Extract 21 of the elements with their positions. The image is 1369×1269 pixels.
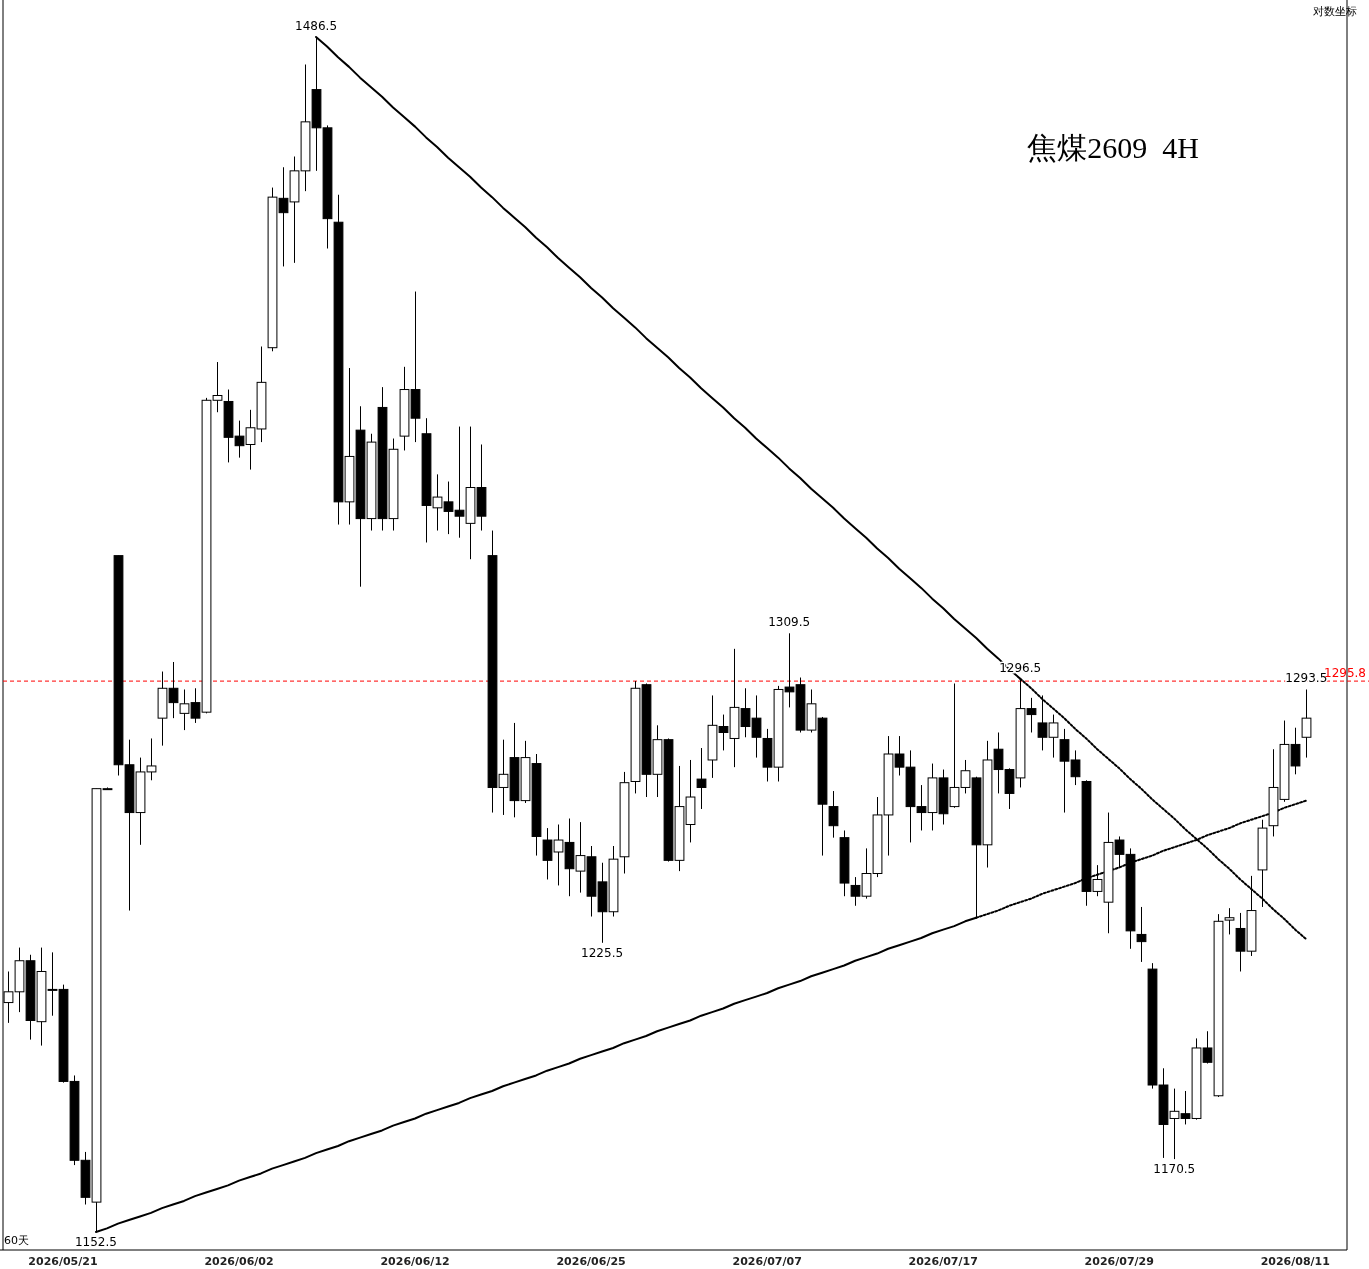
candlestick [1224,907,1235,935]
x-tick-label: 2026/07/29 [1084,1255,1154,1268]
annotation: 1486.5 [295,19,338,33]
x-tick-label: 2026/06/02 [204,1255,274,1268]
x-tick-label: 2026/06/25 [556,1255,626,1268]
annotation: 1225.5 [581,945,624,960]
candlestick [696,747,707,810]
annotation: 1309.5 [768,615,811,630]
candlestick [828,790,839,839]
candlestick [1136,906,1147,963]
annotation: 1170.5 [1153,1162,1196,1177]
annotation: 1152.5 [74,1235,117,1249]
text: 焦煤2609 4H [1027,131,1199,164]
x-tick-label: 2026/08/11 [1260,1255,1330,1268]
x-tick-label: 2026/06/12 [380,1255,450,1268]
x-tick-label: 2026/05/21 [28,1255,98,1268]
candlestick [1301,688,1312,759]
text: 60天 [4,1234,29,1247]
x-tick-label: 2026/07/17 [908,1255,978,1268]
x-tick-label: 2026/07/07 [732,1255,802,1268]
text: 对数坐标 [1313,5,1357,18]
